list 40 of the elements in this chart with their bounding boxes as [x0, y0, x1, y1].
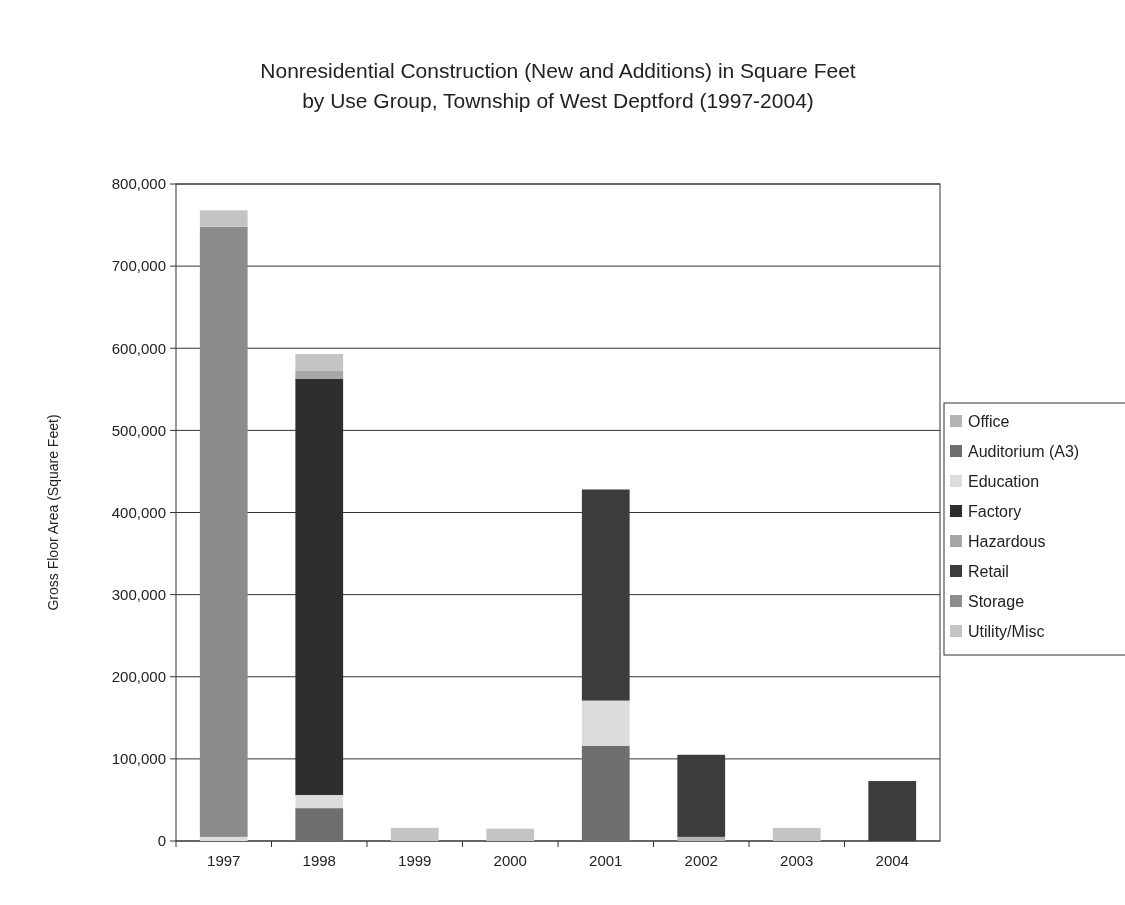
y-tick-label: 0 — [157, 832, 166, 850]
legend-label: Storage — [968, 592, 1025, 610]
legend-label: Retail — [968, 562, 1009, 580]
bar — [295, 808, 344, 841]
bar — [199, 836, 248, 841]
bar — [295, 354, 344, 371]
y-tick-label: 400,000 — [111, 503, 166, 521]
legend-label: Factory — [968, 502, 1022, 520]
legend-label: Office — [968, 412, 1010, 430]
y-tick-label: 600,000 — [111, 339, 166, 357]
y-axis-title: Gross Floor Area (Square Feet) — [45, 414, 61, 611]
x-tick-label: 2000 — [493, 852, 527, 869]
x-tick-label: 2001 — [589, 852, 623, 869]
legend-label: Utility/Misc — [968, 622, 1045, 640]
x-tick-label: 2004 — [875, 852, 909, 869]
bar — [486, 828, 535, 841]
y-tick-label: 500,000 — [111, 421, 166, 439]
bar — [295, 795, 344, 809]
legend-label: Education — [968, 472, 1040, 490]
bar — [199, 210, 248, 227]
y-tick-label: 100,000 — [111, 750, 166, 768]
legend-label: Auditorium (A3) — [968, 442, 1080, 460]
y-tick-label: 700,000 — [111, 257, 166, 275]
y-tick-label: 200,000 — [111, 668, 166, 685]
legend-label: Hazardous — [968, 532, 1046, 550]
y-tick-label: 300,000 — [111, 585, 166, 603]
x-tick-label: 1997 — [207, 852, 241, 869]
bar — [390, 827, 439, 841]
x-tick-label: 2003 — [780, 852, 814, 869]
x-tick-label: 1999 — [398, 852, 432, 869]
bar — [581, 700, 630, 746]
y-tick-label: 800,000 — [111, 175, 166, 193]
bar — [677, 836, 726, 841]
bar — [772, 827, 821, 841]
bar — [199, 226, 248, 837]
x-tick-label: 2002 — [684, 852, 718, 869]
x-tick-label: 1998 — [302, 852, 336, 869]
chart-title: Nonresidential Construction (New and Additions) in Square Feet by Use Group, Township of West Deptford (1997-2004) — [260, 59, 856, 112]
bar — [295, 370, 344, 379]
bar — [581, 745, 630, 841]
